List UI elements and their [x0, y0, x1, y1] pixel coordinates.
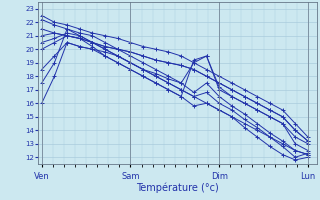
X-axis label: Température (°c): Température (°c) — [136, 182, 219, 193]
